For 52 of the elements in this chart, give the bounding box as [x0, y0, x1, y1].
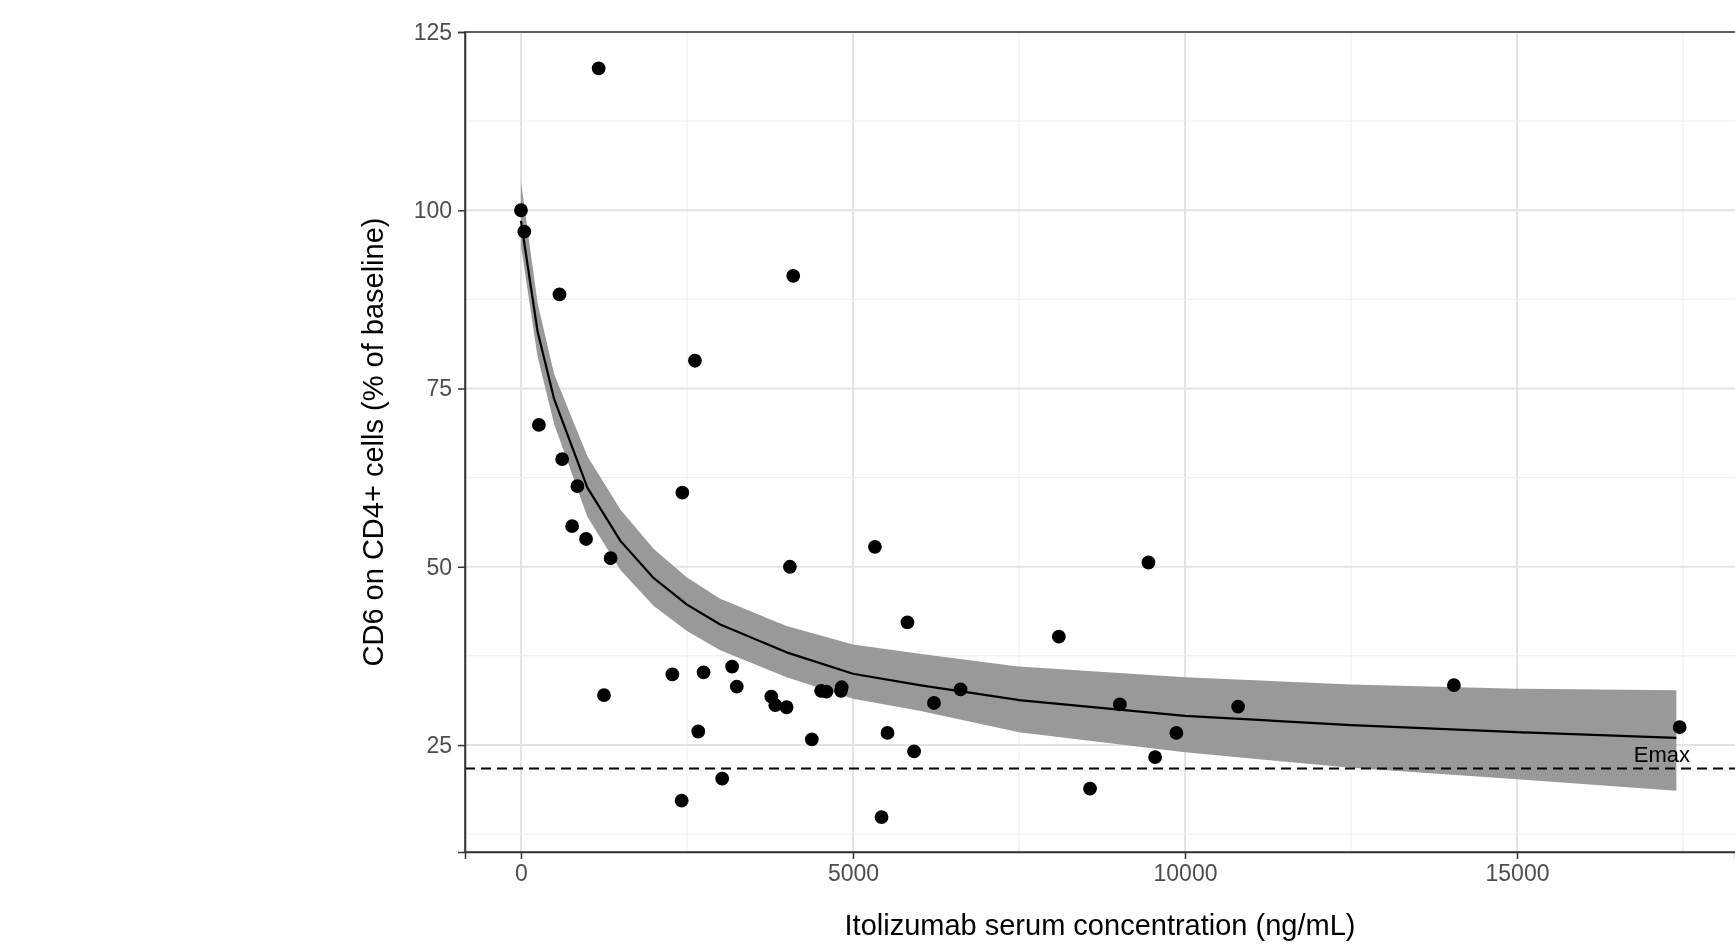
point: [665, 667, 680, 682]
point: [880, 726, 895, 740]
point: [688, 353, 702, 368]
y-tick-label: 100: [413, 197, 452, 224]
point: [1051, 629, 1066, 644]
point: [1083, 781, 1097, 796]
point: [1113, 697, 1127, 712]
point: [786, 268, 801, 283]
x-tick-label: 15000: [1485, 860, 1550, 887]
point: [579, 532, 593, 546]
point: [1169, 726, 1184, 740]
point: [900, 615, 915, 630]
y-tick-label: 50: [426, 553, 452, 580]
point: [1231, 699, 1246, 714]
point: [674, 793, 689, 808]
point: [725, 659, 740, 674]
point: [603, 551, 618, 566]
point: [1672, 720, 1687, 735]
point: [953, 682, 968, 697]
point: [715, 771, 730, 786]
point: [782, 559, 797, 574]
y-tick-label: 125: [413, 18, 452, 45]
y-axis-title: CD6 on CD4+ cells (% of baseline): [357, 217, 389, 667]
point: [779, 700, 794, 715]
x-tick-label: 10000: [1153, 860, 1218, 887]
point: [1141, 555, 1156, 570]
point: [874, 810, 889, 824]
point: [804, 732, 819, 747]
point: [552, 287, 567, 302]
point: [691, 724, 706, 739]
point: [517, 224, 532, 239]
point: [1148, 750, 1163, 765]
x-axis-title: Itolizumab serum concentration (ng/mL): [844, 909, 1356, 941]
point: [591, 61, 606, 76]
point: [555, 452, 570, 467]
point: [675, 485, 690, 500]
y-tick-label: 75: [426, 375, 452, 402]
point: [532, 417, 546, 432]
x-tick-label: 5000: [827, 860, 880, 887]
point: [729, 679, 744, 694]
point: [696, 665, 711, 680]
point: [565, 519, 580, 534]
x-tick-label: 0: [515, 860, 528, 887]
point: [768, 698, 783, 713]
point: [1447, 678, 1461, 693]
y-tick-label: 25: [426, 731, 452, 758]
point: [597, 688, 611, 703]
point: [927, 696, 941, 710]
point: [867, 539, 882, 554]
point: [514, 203, 528, 218]
point: [907, 744, 921, 759]
point: [570, 479, 585, 494]
